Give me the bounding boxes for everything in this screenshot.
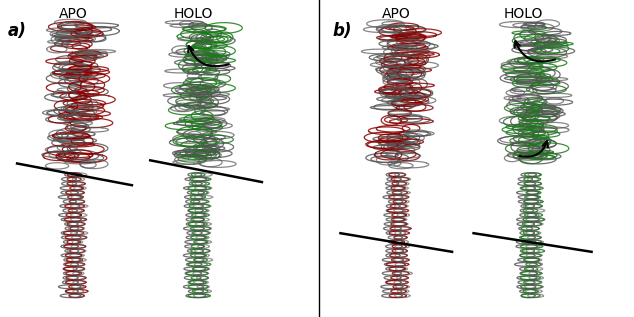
Text: a): a) [8,22,27,40]
Text: APO: APO [382,7,411,21]
Text: HOLO: HOLO [174,7,213,21]
Text: HOLO: HOLO [503,7,543,21]
Text: b): b) [333,22,353,40]
Text: APO: APO [58,7,87,21]
